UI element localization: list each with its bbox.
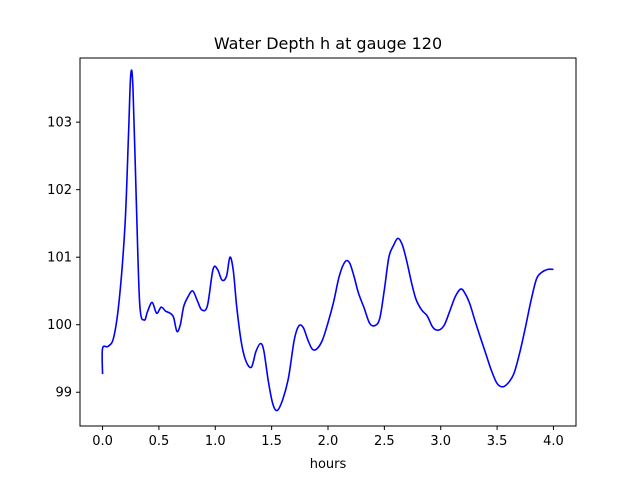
plot-area (101, 69, 554, 412)
series-line-water-depth (101, 69, 554, 412)
y-tick-label: 100 (47, 318, 72, 333)
x-tick-label: 1.0 (205, 434, 226, 449)
y-tick-label: 102 (47, 183, 72, 198)
y-tick-label: 103 (47, 116, 72, 131)
x-tick-label: 2.0 (318, 434, 339, 449)
x-tick-label: 0.5 (149, 434, 170, 449)
x-tick-label: 4.0 (543, 434, 564, 449)
y-tick-label: 101 (47, 251, 72, 266)
chart-title: Water Depth h at gauge 120 (214, 34, 442, 53)
y-tick-label: 99 (55, 386, 72, 401)
y-axis: 99 100 101 102 103 (47, 116, 80, 401)
x-tick-label: 3.0 (430, 434, 451, 449)
x-tick-label: 0.0 (92, 434, 113, 449)
x-tick-label: 1.5 (261, 434, 282, 449)
x-axis-label: hours (310, 457, 347, 472)
x-tick-label: 3.5 (487, 434, 508, 449)
x-axis: 0.0 0.5 1.0 1.5 2.0 2.5 3.0 3.5 4.0 (92, 426, 564, 449)
plot-frame (79, 57, 577, 427)
x-tick-label: 2.5 (374, 434, 395, 449)
